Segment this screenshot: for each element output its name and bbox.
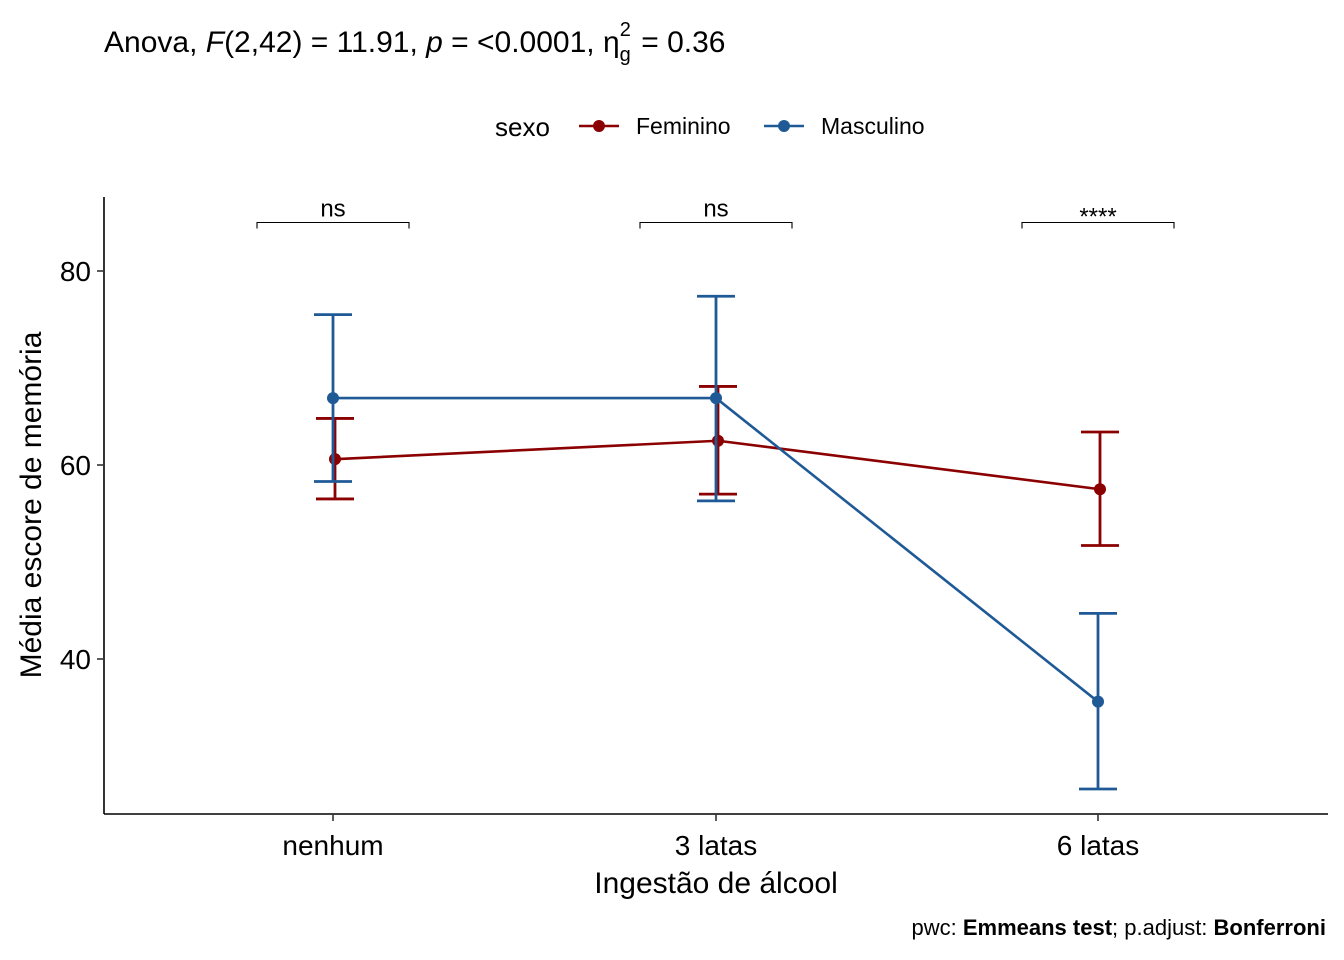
significance-label: ns (320, 196, 345, 223)
x-tick-label: 3 latas (675, 830, 758, 861)
legend-swatch-point (778, 120, 790, 132)
caption-pwc-value: Emmeans test (963, 915, 1113, 940)
significance-bracket (639, 221, 793, 229)
series-masculino (314, 294, 1117, 791)
x-axis-title: Ingestão de álcool (594, 867, 838, 900)
x-tick-label: nenhum (282, 830, 383, 861)
data-point (329, 453, 341, 466)
title-f-args: (2,42) = 11.91, (224, 26, 426, 59)
caption-pwc-label: pwc: (911, 915, 962, 940)
title-eta-sup: 2 (620, 19, 631, 41)
series-feminino (316, 385, 1119, 547)
y-tick-label: 60 (60, 450, 91, 481)
chart-title: Anova, F(2,42) = 11.91, p = <0.0001, ηg 2… (104, 19, 725, 66)
title-eta-symbol: η (603, 26, 620, 59)
significance-bracket (1021, 221, 1175, 229)
legend-item-feminino: Feminino (579, 113, 731, 139)
caption: pwc: Emmeans test; p.adjust: Bonferroni (911, 915, 1326, 940)
data-point (327, 392, 339, 405)
legend-title: sexo (495, 112, 550, 142)
significance-bracket (256, 221, 410, 229)
y-axis-title: Média escore de memória (15, 331, 48, 678)
legend-label: Masculino (821, 113, 925, 139)
legend-item-masculino: Masculino (764, 113, 925, 139)
caption-adjust-value: Bonferroni (1214, 915, 1326, 940)
legend-swatch-point (593, 120, 605, 132)
series-layer (314, 294, 1119, 791)
data-point (710, 392, 722, 405)
axes: 40 60 80 nenhum 3 latas 6 latas (60, 197, 1328, 861)
title-p-symbol: p (425, 26, 443, 59)
legend: sexo Feminino Masculino (495, 112, 925, 142)
y-tick-label: 80 (60, 256, 91, 287)
significance-label: ns (703, 196, 728, 223)
legend-items: Feminino Masculino (579, 113, 925, 139)
data-point (1092, 695, 1104, 708)
title-eta-value: = 0.36 (633, 26, 726, 59)
title-eta-sub: g (620, 44, 631, 66)
significance-label: **** (1079, 204, 1116, 231)
y-tick-label: 40 (60, 644, 91, 675)
title-f-symbol: F (206, 26, 226, 59)
caption-adjust-label: ; p.adjust: (1112, 915, 1214, 940)
x-tick-label: 6 latas (1057, 830, 1140, 861)
data-point (1094, 483, 1106, 496)
title-prefix: Anova, (104, 26, 206, 59)
legend-label: Feminino (636, 113, 731, 139)
data-point (712, 434, 724, 447)
significance-brackets: ns ns **** (256, 196, 1175, 231)
title-p-text: = <0.0001, (443, 26, 603, 59)
